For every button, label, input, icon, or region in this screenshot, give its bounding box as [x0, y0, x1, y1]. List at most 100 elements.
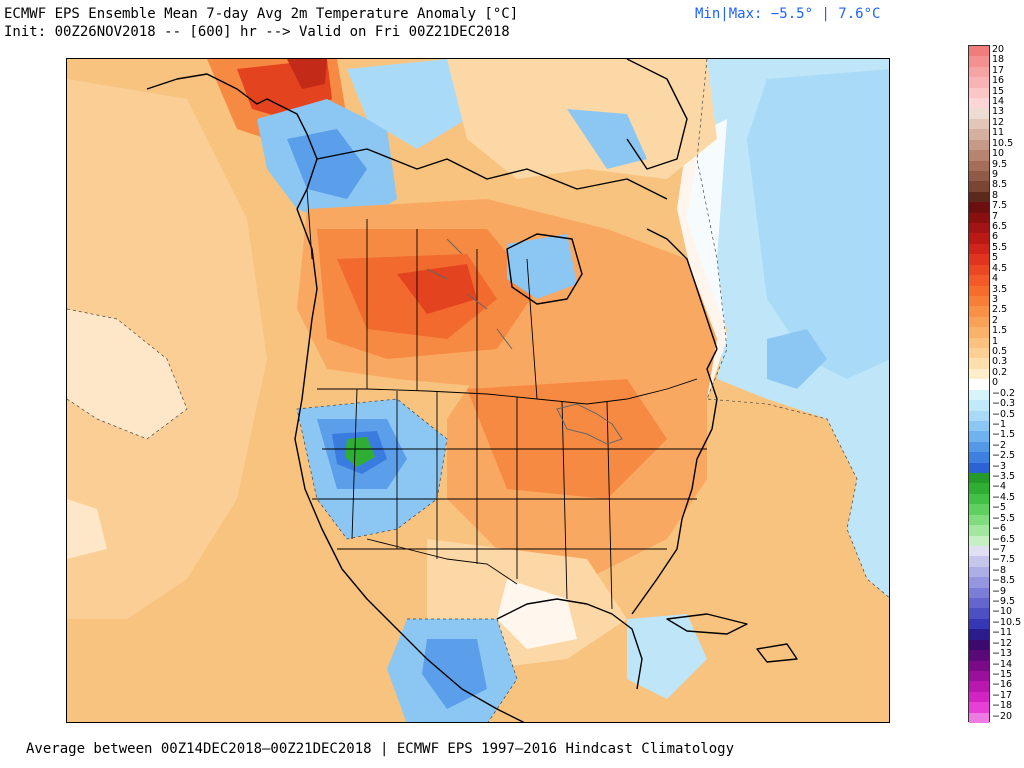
colorbar-label: 0 — [992, 377, 999, 389]
colorbar-swatch — [969, 556, 989, 568]
colorbar-label: −16 — [992, 679, 1013, 691]
colorbar-label: 0.3 — [992, 356, 1008, 368]
anomaly-map — [66, 58, 890, 723]
colorbar-label: −3 — [992, 460, 1007, 472]
colorbar-swatch — [969, 337, 989, 349]
colorbar-label: 2 — [992, 314, 999, 326]
colorbar-swatch — [969, 545, 989, 557]
colorbar-swatch — [969, 160, 989, 172]
colorbar-label: −20 — [992, 710, 1013, 722]
colorbar-swatch — [969, 650, 989, 661]
colorbar-label: 3 — [992, 293, 999, 305]
coastline-hudson — [506, 233, 583, 305]
colorbar-swatch — [969, 473, 989, 484]
colorbar-swatch — [969, 629, 989, 641]
colorbar-label: −1.5 — [992, 429, 1016, 441]
colorbar-label: 9 — [992, 168, 999, 180]
coastline-pacific — [294, 208, 525, 722]
colorbar-swatch — [969, 566, 989, 578]
colorbar-label: 7.5 — [992, 200, 1008, 212]
colorbar-label: 1 — [992, 335, 999, 347]
hudson-bay-cool — [507, 234, 577, 299]
colorbar-swatch — [969, 587, 989, 599]
colorbar-label: 0.2 — [992, 366, 1008, 378]
colorbar-label: 16 — [992, 75, 1005, 87]
colorbar-label: −17 — [992, 689, 1013, 701]
colorbar-swatch — [969, 348, 989, 359]
colorbar-label: 17 — [992, 64, 1005, 76]
colorbar-label: −7.5 — [992, 554, 1016, 566]
colorbar-swatch — [969, 108, 989, 120]
colorbar-label: −10.5 — [992, 616, 1022, 628]
colorbar-swatch — [969, 275, 989, 287]
colorbar-label: −3.5 — [992, 471, 1016, 483]
colorbar-label: −12 — [992, 637, 1013, 649]
colorbar-swatch — [969, 170, 989, 182]
colorbar-swatch — [969, 368, 989, 380]
colorbar-swatch — [969, 410, 989, 422]
colorbar-label: −2.5 — [992, 450, 1016, 462]
init-valid-line: Init: 00Z26NOV2018 -- [600] hr --> Valid… — [4, 24, 510, 40]
colorbar-swatch — [969, 493, 989, 505]
colorbar-swatch — [969, 514, 989, 526]
colorbar-swatch — [969, 327, 989, 339]
colorbar-label: 15 — [992, 85, 1005, 97]
colorbar-swatch — [969, 712, 989, 724]
colorbar-label: −5.5 — [992, 512, 1016, 524]
colorbar-swatch — [969, 233, 989, 245]
colorbar-swatch — [969, 483, 989, 495]
colorbar-swatch — [969, 452, 989, 464]
us-state-1 — [351, 388, 358, 540]
colorbar-swatch — [969, 535, 989, 547]
colorbar-label: 13 — [992, 106, 1005, 118]
arctic-cool — [347, 59, 467, 149]
great-lakes — [556, 403, 623, 445]
zero-contour-atlantic — [696, 59, 889, 598]
colorbar-label: −5 — [992, 502, 1007, 514]
colorbar-swatch — [969, 243, 989, 255]
colorbar-label: 11 — [992, 127, 1005, 139]
map-title: ECMWF EPS Ensemble Mean 7-day Avg 2m Tem… — [4, 6, 519, 22]
colorbar-label: −7 — [992, 543, 1007, 555]
coastline-arctic — [316, 148, 668, 200]
colorbar-swatch — [969, 118, 989, 130]
colorbar-swatch — [969, 681, 989, 693]
colorbar-label: −8 — [992, 564, 1007, 576]
us-west-min-green — [345, 437, 375, 467]
colorbar-label: 1.5 — [992, 325, 1008, 337]
colorbar — [968, 45, 990, 724]
colorbar-swatch — [969, 306, 989, 318]
colorbar-swatch — [969, 150, 989, 162]
coastline-alaska — [146, 73, 318, 210]
colorbar-swatch — [969, 87, 989, 99]
colorbar-swatch — [969, 691, 989, 703]
coastline-greenland — [626, 59, 688, 170]
zero-contour-pacific — [67, 308, 188, 440]
colorbar-swatch — [969, 358, 989, 370]
cuba — [666, 613, 748, 635]
colorbar-swatch — [969, 525, 989, 536]
colorbar-swatch — [969, 389, 989, 401]
colorbar-swatch — [969, 191, 989, 203]
colorbar-label: 5.5 — [992, 241, 1008, 253]
zero-contours — [67, 59, 889, 722]
colorbar-swatch — [969, 129, 989, 141]
alaska-yukon-border — [306, 188, 313, 260]
zero-contour-mexico — [407, 618, 518, 722]
colorbar-swatch — [969, 618, 989, 630]
colorbar-swatch — [969, 400, 989, 412]
colorbar-swatch — [969, 670, 989, 682]
mexico-cool-core — [422, 639, 487, 709]
colorbar-swatch — [969, 608, 989, 620]
colorbar-label: 10 — [992, 148, 1005, 160]
colorbar-swatch — [969, 441, 989, 453]
colorbar-label: −0.5 — [992, 408, 1016, 420]
colorbar-label: 3.5 — [992, 283, 1008, 295]
colorbar-label: −6.5 — [992, 533, 1016, 545]
colorbar-label: 8.5 — [992, 179, 1008, 191]
colorbar-swatch — [969, 504, 989, 516]
colorbar-swatch — [969, 181, 989, 193]
colorbar-swatch — [969, 254, 989, 266]
pacific-light-warm — [67, 79, 267, 619]
colorbar-swatch — [969, 66, 989, 78]
